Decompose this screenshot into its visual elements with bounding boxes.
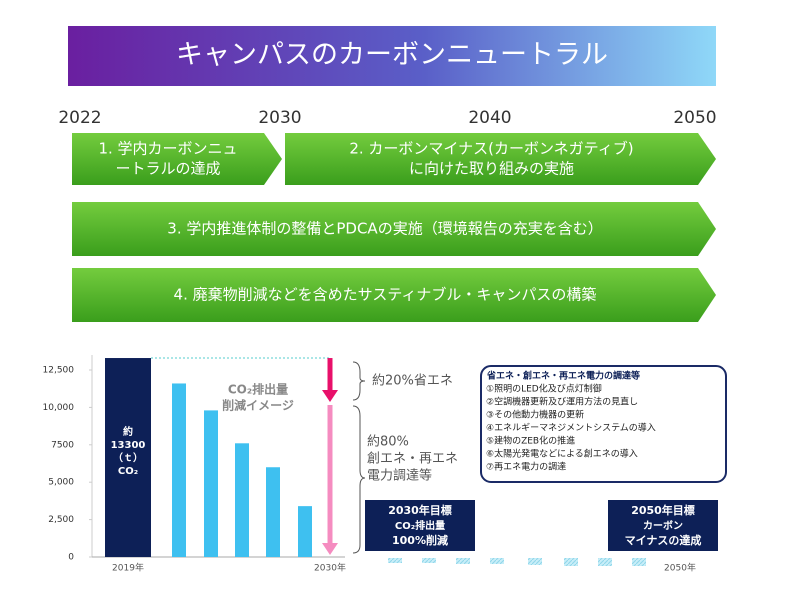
y-tick-label: 12,500 [43, 366, 75, 376]
arrow-label: 4. 廃棄物削減などを含めたサスティナブル・キャンパスの構築 [174, 286, 597, 304]
measure-item: ⑤建物のZEB化の推進 [486, 435, 575, 447]
measure-item: ⑥太陽光発電などによる創エネの導入 [486, 448, 638, 460]
arrow [285, 133, 716, 185]
brace [352, 405, 366, 554]
y-tick-label: 5,000 [48, 478, 74, 488]
bar [204, 410, 218, 557]
bar-label: 約 [123, 425, 133, 438]
bar [172, 383, 186, 557]
bar-label: 13300 [111, 440, 146, 451]
bar [105, 358, 151, 557]
goal-box [365, 500, 475, 551]
measure-item: ①照明のLED化及び点灯制御 [486, 383, 602, 395]
arrow-label: 2. カーボンマイナス(カーボンネガティブ) [349, 140, 633, 158]
goal-text: 2030年目標 [388, 503, 452, 517]
year-label: 2022 [58, 108, 101, 128]
goal-text: 2050年目標 [631, 503, 695, 517]
x-tick-label: 2019年 [112, 562, 144, 574]
goal-text: 100%削減 [392, 533, 448, 547]
future-bars [388, 558, 646, 566]
arrow [72, 268, 716, 322]
measure-item: ③その他動力機器の更新 [486, 409, 584, 421]
arrow-label: 3. 学内推進体制の整備とPDCAの実施（環境報告の充実を含む） [167, 220, 602, 238]
goal-text: マイナスの達成 [625, 533, 702, 547]
bar [235, 443, 249, 557]
arrow-label: に向けた取り組みの実施 [409, 160, 574, 178]
bar [298, 506, 312, 557]
bar [266, 467, 280, 557]
y-tick-label: 7500 [51, 440, 74, 450]
measures-title: 省エネ・創エネ・再エネ電力の調達等 [486, 370, 640, 382]
measures-box [480, 365, 727, 483]
renewable-label: 電力調達等 [367, 468, 432, 484]
arrow-label: 1. 学内カーボンニュ [98, 140, 237, 158]
renewable-arrow-head [322, 543, 338, 555]
bar-label: （ｔ） [113, 451, 143, 464]
saving-label: 約20%省エネ [372, 374, 453, 389]
bar-label: CO₂ [118, 466, 138, 477]
arrow [72, 133, 282, 185]
title-banner [68, 26, 716, 86]
measure-item: ④エネルギーマネジメントシステムの導入 [486, 422, 656, 434]
arrow [72, 202, 716, 256]
goal-text: カーボン [643, 519, 683, 532]
saving-arrow-head [322, 390, 338, 402]
brace [352, 361, 366, 401]
image-label: CO₂排出量 [228, 382, 288, 397]
renewable-label: 創エネ・再エネ [367, 452, 458, 467]
renewable-label: 約80% [367, 435, 409, 450]
year-label: 2040 [468, 108, 511, 128]
image-label: 削減イメージ [222, 398, 294, 413]
y-tick-label: 0 [68, 553, 74, 563]
arrow-label: ートラルの達成 [115, 160, 220, 178]
title: キャンパスのカーボンニュートラル [176, 40, 608, 71]
measure-item: ⑦再エネ電力の調達 [486, 461, 566, 473]
year-label: 2050 [673, 108, 716, 128]
x-annotation: 2030年 [314, 562, 346, 574]
x-annotation: 2050年 [664, 562, 696, 574]
goal-box [608, 500, 718, 551]
y-tick-label: 10,000 [43, 403, 75, 413]
y-tick-label: 2,500 [48, 515, 74, 525]
goal-text: CO₂排出量 [395, 519, 445, 532]
measure-item: ②空調機器更新及び運用方法の見直し [486, 396, 638, 408]
year-label: 2030 [258, 108, 301, 128]
